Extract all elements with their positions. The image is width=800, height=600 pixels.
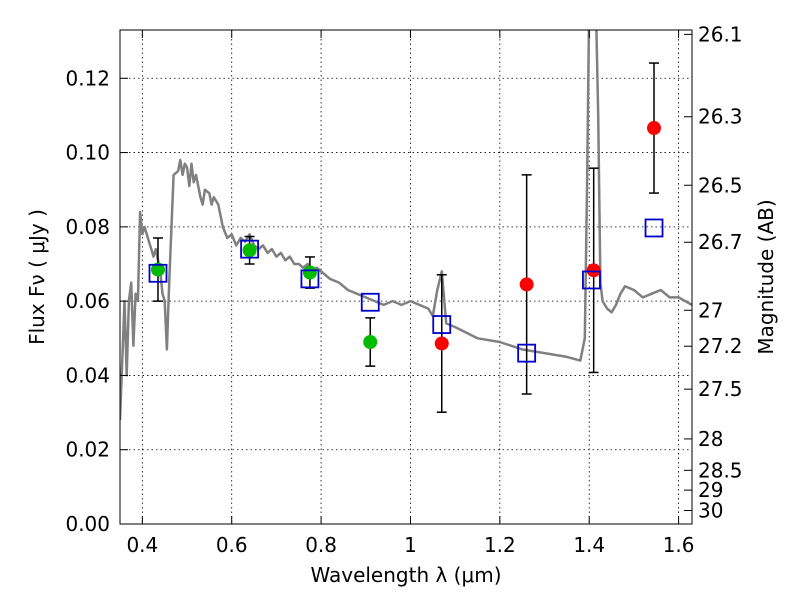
observed-point bbox=[363, 335, 378, 349]
mag-tick-label: 26.3 bbox=[698, 105, 743, 129]
x-tick-label: 0.8 bbox=[305, 533, 337, 557]
model-photometry-square bbox=[300, 269, 320, 289]
mag-tick-label: 28.5 bbox=[698, 458, 743, 482]
mag-tick-label: 28 bbox=[698, 427, 723, 451]
mag-tick-label: 26.7 bbox=[698, 230, 743, 254]
data-points-layer bbox=[148, 62, 664, 413]
model-spectrum-line bbox=[120, 30, 692, 421]
y-tick-label: 0.04 bbox=[65, 363, 110, 387]
x-tick-label: 0.6 bbox=[216, 533, 248, 557]
mag-tick-label: 26.1 bbox=[698, 22, 743, 46]
grid-lines bbox=[120, 30, 692, 525]
observed-point bbox=[434, 336, 449, 351]
y-tick-label: 0.12 bbox=[65, 66, 110, 90]
mag-tick-label: 27 bbox=[698, 298, 723, 322]
observed-point bbox=[150, 262, 165, 277]
y-tick-label: 0.10 bbox=[65, 141, 110, 165]
y-tick-label: 0.06 bbox=[65, 289, 110, 313]
y-tick-label: 0.02 bbox=[65, 438, 110, 462]
mag-tick-label: 29 bbox=[698, 478, 723, 502]
model-photometry-square bbox=[582, 270, 601, 290]
observed-point bbox=[647, 121, 662, 136]
mag-tick-label: 26.5 bbox=[698, 173, 743, 197]
model-photometry-square bbox=[240, 239, 259, 259]
model-photometry-square bbox=[360, 292, 380, 312]
observed-point bbox=[302, 265, 317, 280]
y-tick-label: 0.08 bbox=[65, 215, 110, 239]
observed-point bbox=[586, 263, 601, 278]
y-axis-label: Flux Fν ( μJy ) bbox=[25, 209, 49, 345]
model-photometry-square bbox=[644, 218, 664, 238]
observed-point bbox=[242, 243, 257, 258]
x-tick-label: 0.4 bbox=[126, 533, 158, 557]
mag-tick-label: 27.5 bbox=[698, 377, 743, 401]
y-tick-label: 0.00 bbox=[65, 512, 110, 536]
model-photometry-square bbox=[148, 263, 168, 283]
mag-tick-label: 30 bbox=[698, 499, 723, 523]
observed-point bbox=[519, 277, 534, 292]
y2-axis-label: Magnitude (AB) bbox=[754, 199, 778, 354]
mag-tick-label: 27.2 bbox=[698, 334, 743, 358]
x-tick-label: 1.4 bbox=[573, 533, 605, 557]
model-spectrum-layer bbox=[120, 30, 692, 421]
x-tick-label: 1 bbox=[404, 533, 417, 557]
axis-ticks bbox=[120, 30, 692, 525]
x-tick-label: 1.2 bbox=[484, 533, 516, 557]
x-tick-label: 1.6 bbox=[663, 533, 695, 557]
plot-frame bbox=[119, 29, 693, 525]
model-photometry-square bbox=[432, 315, 452, 334]
tick-labels: 0.4 0.6 0.8 1 1.2 1.4 1.6 0.00 0.02 0.04 0.06 0.08 0… bbox=[65, 22, 742, 557]
model-photometry-square bbox=[517, 343, 537, 363]
x-axis-label: Wavelength λ (μm) bbox=[310, 563, 501, 587]
